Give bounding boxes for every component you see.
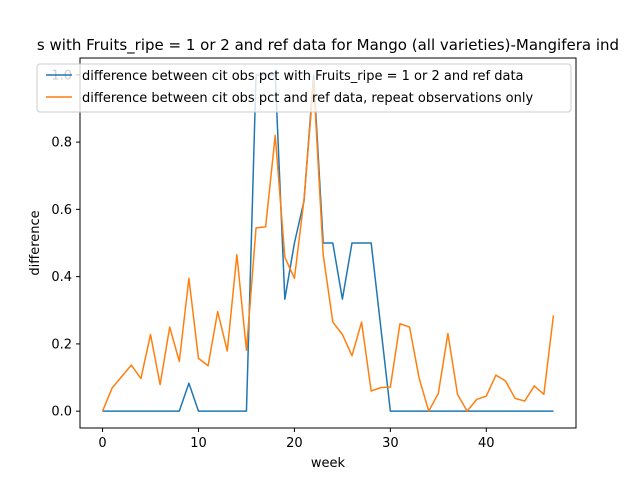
legend-box — [36, 63, 572, 113]
x-tick-label: 10 — [190, 436, 207, 451]
y-tick-label: 0.4 — [51, 270, 72, 285]
y-tick-label: 0.6 — [51, 203, 72, 218]
x-tick-label: 40 — [478, 436, 495, 451]
series-line-1 — [102, 74, 554, 412]
series-line-2 — [101, 80, 555, 412]
x-tick-label: 30 — [382, 436, 399, 451]
legend-label-series-2: difference between cit obs pct and ref d… — [82, 91, 533, 106]
x-tick-label: 20 — [286, 436, 303, 451]
y-tick-label: 0.0 — [51, 405, 72, 420]
series-layer — [101, 74, 555, 412]
x-tick-label: 0 — [98, 436, 106, 451]
y-tick-label: 0.2 — [51, 337, 72, 352]
x-axis-label: week — [311, 456, 346, 471]
y-axis-label: difference — [28, 210, 43, 275]
legend: difference between cit obs pct with Frui… — [36, 63, 572, 113]
y-tick-label: 0.8 — [51, 136, 72, 151]
legend-label-series-1: difference between cit obs pct with Frui… — [82, 69, 524, 84]
chart-title: s with Fruits_ripe = 1 or 2 and ref data… — [37, 36, 619, 55]
axes-frame — [79, 57, 577, 429]
